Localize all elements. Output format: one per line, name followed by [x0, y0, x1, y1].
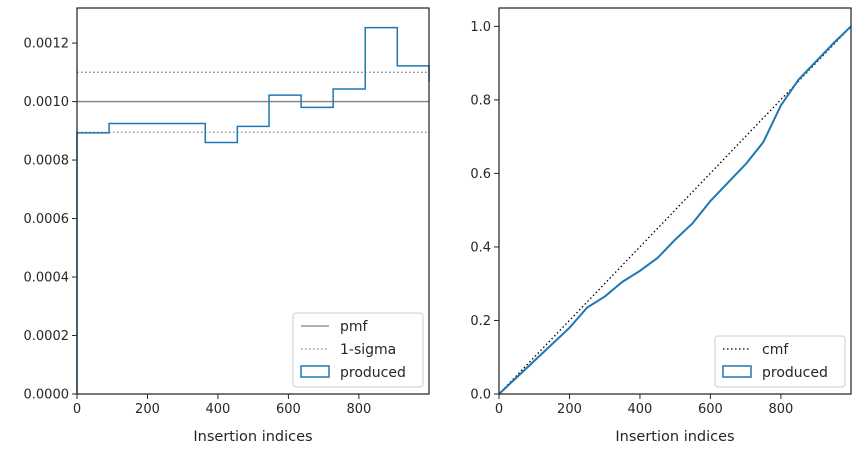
legend-produced-label: produced [340, 365, 406, 381]
x-axis-label: Insertion indices [193, 429, 312, 445]
y-tick-label: 0.0006 [24, 212, 70, 227]
x-tick-label: 600 [698, 402, 723, 417]
produced-step-series [76, 26, 430, 394]
x-tick-label: 0 [73, 402, 81, 417]
y-tick-label: 0.0 [470, 388, 491, 403]
y-tick-label: 0.6 [470, 167, 491, 182]
x-tick-label: 600 [276, 402, 301, 417]
x-tick-label: 200 [135, 402, 160, 417]
x-axis-label: Insertion indices [615, 429, 734, 445]
chart-1: 0 200 400 600 800 0.0000 0.0002 0.0004 0.0006 0.0… [24, 7, 430, 445]
legend-pmf-label: pmf [340, 319, 369, 335]
y-tick-label: 0.0002 [24, 329, 70, 344]
legend-produced-swatch [300, 365, 330, 378]
x-tick-label: 400 [628, 402, 653, 417]
legend: cmf produced [714, 335, 846, 388]
y-tick-label: 0.0010 [24, 95, 70, 110]
y-tick-label: 0.0000 [24, 388, 70, 403]
y-tick-label: 0.4 [470, 240, 491, 255]
plot-frame [498, 7, 852, 395]
x-tick-label: 800 [346, 402, 371, 417]
legend-produced-swatch [722, 365, 752, 378]
y-tick-label: 0.8 [470, 93, 491, 108]
legend-box [292, 312, 424, 388]
legend-cmf-label: cmf [762, 342, 789, 358]
x-tick-label: 200 [557, 402, 582, 417]
y-tick-label: 0.0004 [24, 271, 70, 286]
y-tick-label: 0.2 [470, 314, 491, 329]
legend-sigma-label: 1-sigma [340, 342, 396, 358]
legend: pmf 1-sigma produced [292, 312, 424, 388]
y-tick-label: 1.0 [470, 20, 491, 35]
x-tick-label: 400 [206, 402, 231, 417]
chart-2: 0 200 400 600 800 0.0 0.2 0.4 0.6 0.8 1.0 Insertion… [470, 7, 852, 445]
legend-produced-label: produced [762, 365, 828, 381]
x-tick-label: 800 [768, 402, 793, 417]
y-tick-label: 0.0008 [24, 154, 70, 169]
y-tick-label: 0.0012 [24, 37, 70, 52]
plot-frame [76, 7, 430, 395]
x-tick-label: 0 [495, 402, 503, 417]
produced-cumulative-series [498, 25, 852, 395]
